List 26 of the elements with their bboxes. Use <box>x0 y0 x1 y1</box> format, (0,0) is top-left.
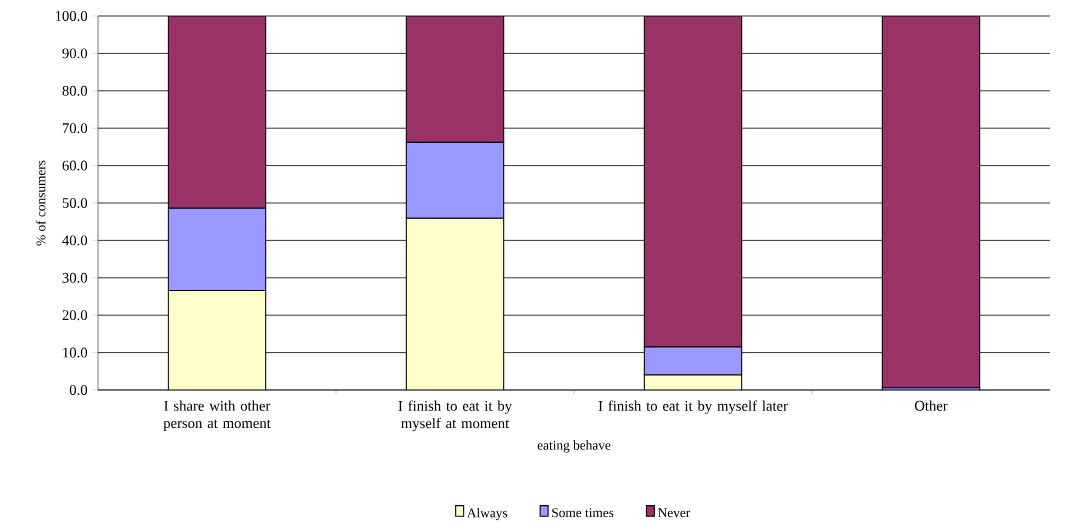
y-tick-label: 40.0 <box>62 235 88 246</box>
y-tick-label: 20.0 <box>62 310 88 321</box>
bar <box>405 217 505 390</box>
bar <box>643 15 743 348</box>
y-tick-label: 90.0 <box>62 48 88 59</box>
x-tick-label: Other <box>914 400 948 411</box>
x-tick-label: I finish to eat it by myself at moment <box>398 400 512 432</box>
y-tick-label: 100.0 <box>55 11 88 21</box>
x-axis-title: eating behave <box>537 440 611 453</box>
x-tick-label: I finish to eat it by myself later <box>598 400 788 414</box>
y-tick-label: 0.0 <box>69 385 88 395</box>
bar <box>881 15 981 389</box>
y-tick-label: 80.0 <box>62 85 88 96</box>
y-tick-label: 10.0 <box>63 347 88 358</box>
y-tick-label: 70.0 <box>62 123 88 134</box>
x-tick-label: I share with other person at moment <box>163 400 271 432</box>
y-axis-title: % of consumers <box>35 160 46 246</box>
bar <box>167 289 267 390</box>
y-tick-label: 60.0 <box>62 160 88 171</box>
y-tick-label: 30.0 <box>62 272 88 283</box>
bar <box>167 15 267 209</box>
y-tick-label: 50.0 <box>62 198 88 208</box>
legend-label: Some times <box>552 508 614 518</box>
legend-label: Never <box>658 508 691 518</box>
bar <box>405 15 505 143</box>
legend-label: Always <box>466 508 508 521</box>
